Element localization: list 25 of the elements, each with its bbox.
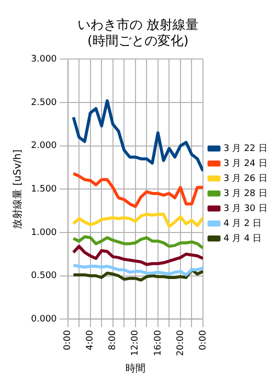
x-tick-label: 12:00 — [130, 330, 141, 356]
y-tick-label: 2.000 — [31, 141, 58, 152]
legend-label: 3 月 26 日 — [224, 174, 268, 184]
x-tick-label: 20:00 — [176, 330, 186, 356]
legend-label: 3 月 24 日 — [224, 158, 268, 169]
y-axis-title: 放射線量 [uSv/h] — [12, 149, 24, 229]
text: いわき市の 放射線量 — [77, 18, 199, 34]
y-tick-label: 3.000 — [31, 54, 58, 65]
x-tick-label: 4:00 — [86, 330, 96, 350]
x-tick-label: 0:00 — [63, 330, 74, 350]
text: (時間ごとの変化) — [87, 34, 189, 49]
x-tick-label: 8:00 — [108, 330, 118, 350]
y-tick-label: 0.500 — [31, 271, 58, 282]
y-tick-label: 1.000 — [31, 228, 58, 238]
x-axis-title: 時間 — [125, 362, 146, 375]
x-tick-label: 0:00 — [198, 330, 208, 350]
legend-label: 3 月 30 日 — [224, 204, 268, 214]
legend-label: 3 月 22 日 — [224, 144, 268, 154]
y-tick-label: 1.500 — [31, 184, 58, 194]
legend-label: 3 月 28 日 — [224, 188, 268, 199]
legend-label: 4 月 2 日 — [224, 218, 262, 229]
y-tick-label: 2.500 — [31, 98, 58, 108]
legend-label: 4 月 4 日 — [224, 234, 262, 244]
x-tick-label: 16:00 — [153, 330, 164, 356]
y-tick-label: 0.000 — [31, 314, 58, 324]
